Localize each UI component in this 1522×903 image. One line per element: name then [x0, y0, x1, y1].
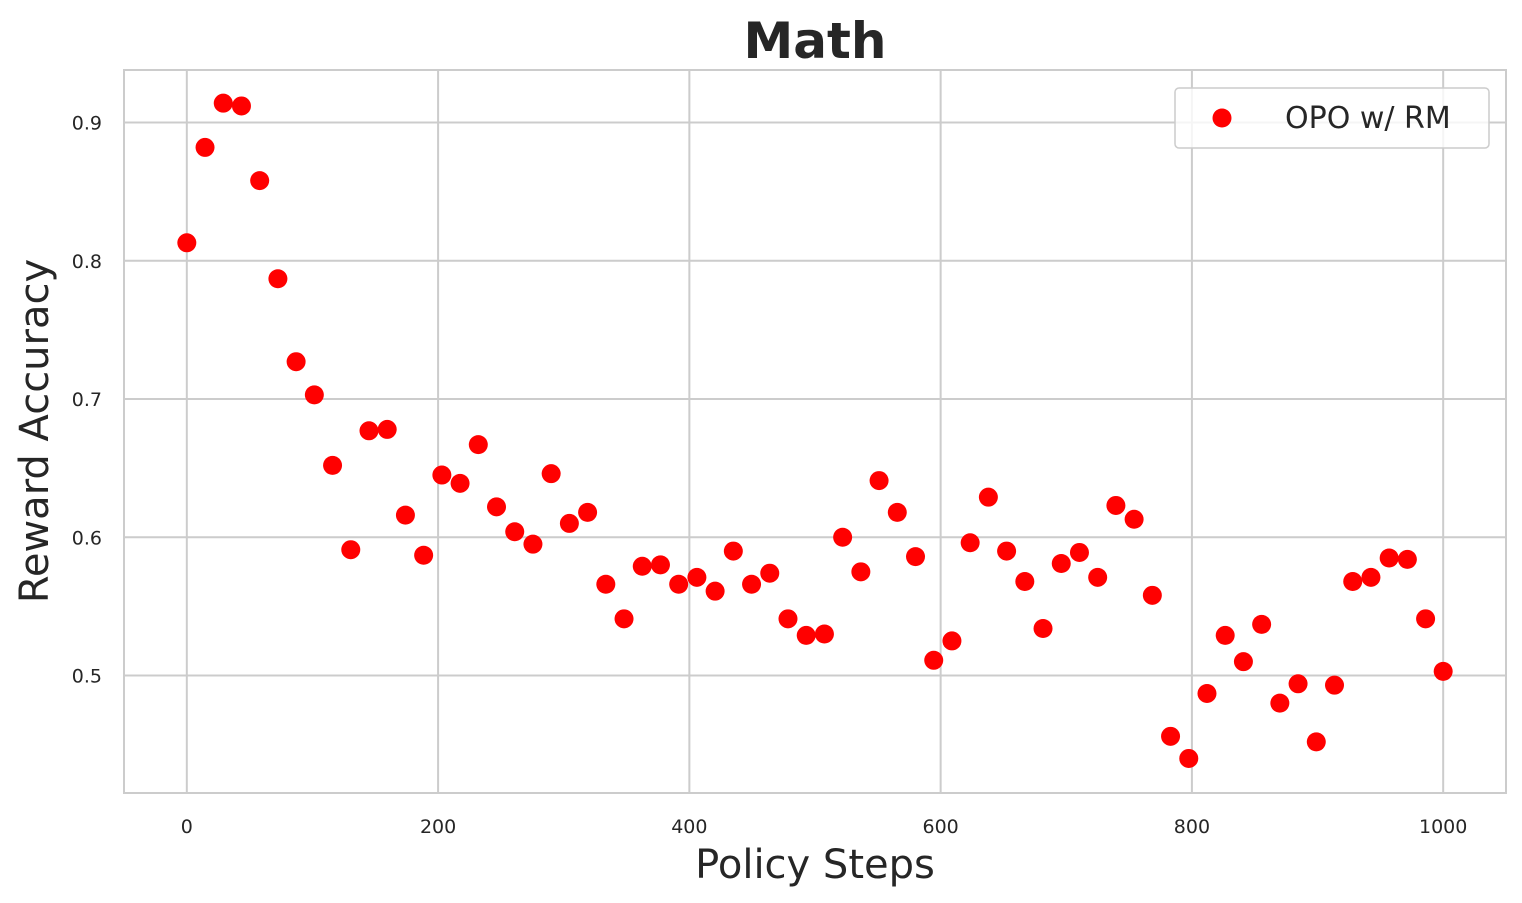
x-tick-label: 0: [181, 816, 193, 838]
data-point: [268, 269, 288, 289]
data-point: [1361, 567, 1381, 587]
data-point: [924, 650, 944, 670]
data-point: [1233, 652, 1253, 672]
y-tick-label: 0.8: [72, 251, 102, 273]
chart-title: Math: [744, 12, 887, 70]
tick-labels: 0 200 400 600 800 1000 0.5 0.6 0.7 0.8 0.9: [72, 113, 1468, 838]
data-point: [760, 563, 780, 583]
data-point: [906, 547, 926, 567]
data-point: [1088, 567, 1108, 587]
data-point: [1124, 509, 1144, 529]
data-point: [723, 541, 743, 561]
data-point: [1343, 571, 1363, 591]
data-point: [450, 473, 470, 493]
x-axis-label: Policy Steps: [695, 842, 935, 888]
data-point: [341, 540, 361, 560]
data-point: [705, 581, 725, 601]
data-point: [614, 609, 634, 629]
data-point: [1270, 693, 1290, 713]
y-tick-label: 0.6: [72, 527, 102, 549]
data-point: [650, 555, 670, 575]
x-tick-label: 600: [923, 816, 959, 838]
data-point: [195, 137, 215, 157]
data-point: [942, 631, 962, 651]
data-point: [1416, 609, 1436, 629]
legend-box: [1174, 87, 1490, 149]
data-point: [1179, 748, 1199, 768]
data-point: [1106, 495, 1126, 515]
data-points: [177, 93, 1453, 768]
data-point: [1306, 732, 1326, 752]
data-point: [395, 505, 415, 525]
data-point: [487, 497, 507, 517]
data-point: [559, 513, 579, 533]
y-tick-label: 0.7: [72, 389, 102, 411]
data-point: [1197, 683, 1217, 703]
data-point: [869, 471, 889, 491]
data-point: [1325, 675, 1345, 695]
data-point: [1033, 618, 1053, 638]
data-point: [1142, 585, 1162, 605]
data-point: [1379, 548, 1399, 568]
data-point: [505, 522, 525, 542]
data-point: [541, 464, 561, 484]
x-tick-label: 200: [420, 816, 456, 838]
data-point: [1215, 625, 1235, 645]
data-point: [323, 455, 343, 475]
data-point: [578, 502, 598, 522]
data-point: [796, 625, 816, 645]
data-point: [596, 574, 616, 594]
data-point: [1252, 614, 1272, 634]
data-point: [359, 421, 379, 441]
data-point: [432, 465, 452, 485]
data-point: [632, 556, 652, 576]
data-point: [377, 419, 397, 439]
data-point: [523, 534, 543, 554]
x-tick-label: 1000: [1419, 816, 1467, 838]
data-point: [304, 385, 324, 405]
data-point: [1015, 571, 1035, 591]
data-point: [1433, 661, 1453, 681]
data-point: [414, 545, 434, 565]
data-point: [1069, 542, 1089, 562]
data-point: [213, 93, 233, 113]
data-point: [250, 171, 270, 191]
y-tick-label: 0.9: [72, 113, 102, 135]
legend: OPO w/ RM: [1174, 87, 1490, 149]
data-point: [960, 533, 980, 553]
legend-marker: [1212, 108, 1232, 128]
data-point: [468, 435, 488, 455]
data-point: [1397, 549, 1417, 569]
data-point: [669, 574, 689, 594]
x-tick-label: 800: [1174, 816, 1210, 838]
legend-label: OPO w/ RM: [1285, 101, 1451, 136]
data-point: [177, 233, 197, 253]
data-point: [833, 527, 853, 547]
data-point: [1161, 726, 1181, 746]
plot-frame: [123, 69, 1507, 794]
data-point: [887, 502, 907, 522]
data-point: [1051, 554, 1071, 574]
plot-background: [124, 70, 1506, 793]
x-tick-label: 400: [671, 816, 707, 838]
data-point: [231, 96, 251, 116]
data-point: [814, 624, 834, 644]
data-point: [997, 541, 1017, 561]
data-point: [978, 487, 998, 507]
y-tick-label: 0.5: [72, 665, 102, 687]
y-axis-label: Reward Accuracy: [12, 259, 58, 603]
data-point: [742, 574, 762, 594]
data-point: [687, 567, 707, 587]
data-point: [1288, 674, 1308, 694]
data-point: [286, 352, 306, 372]
data-point: [778, 609, 798, 629]
data-point: [851, 562, 871, 582]
